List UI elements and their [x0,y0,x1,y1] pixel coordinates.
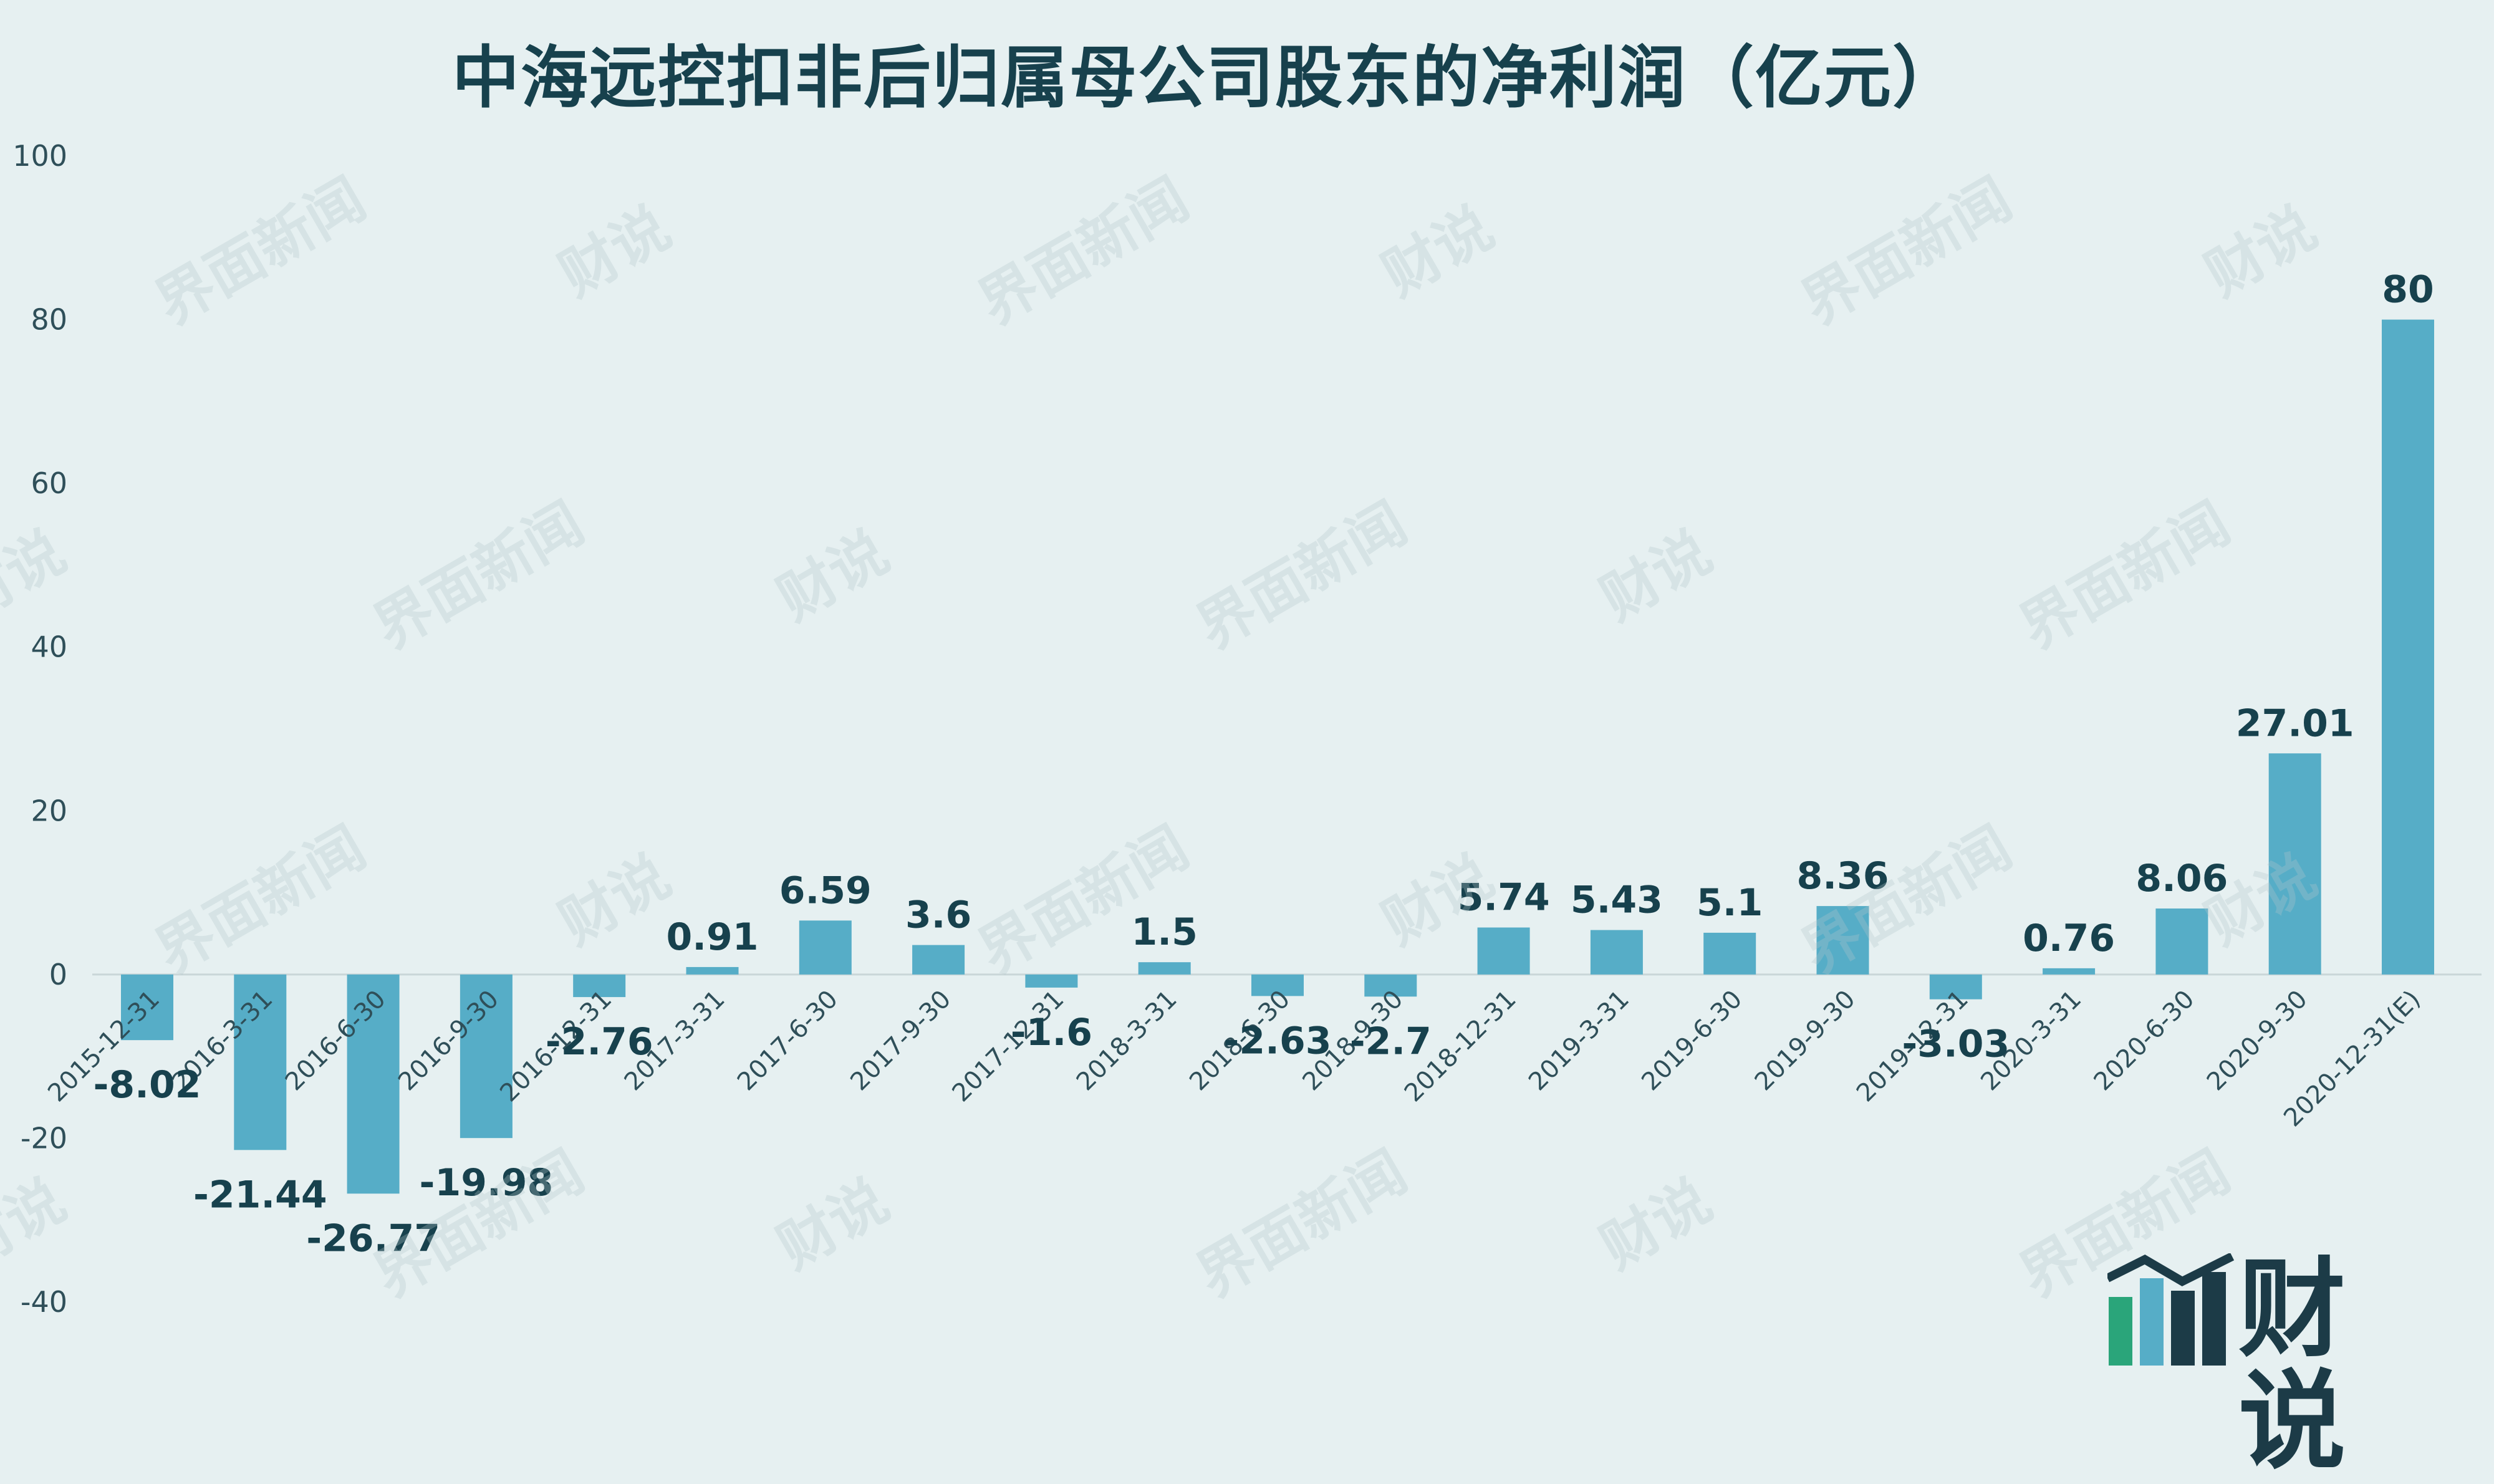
bar [234,974,287,1150]
bar [2155,908,2208,975]
x-tick-label: 2017-6-30 [732,985,844,1096]
x-tick-label: 2020-6-30 [2089,985,2200,1096]
data-label: 6.59 [779,869,872,912]
bar [460,974,513,1139]
data-label: -1.6 [1011,1011,1092,1054]
y-tick-label: 40 [31,630,67,664]
data-label: -26.77 [306,1217,440,1260]
data-label: 0.76 [2023,917,2115,960]
bar [2268,753,2321,975]
y-tick-label: 0 [49,958,67,991]
y-tick-label: -40 [21,1285,67,1319]
data-label: 5.43 [1571,879,1663,922]
data-label: -2.7 [1350,1019,1432,1063]
data-label: 8.36 [1796,854,1889,898]
chart-page: 中海远控扣非后归属母公司股东的净利润（亿元） 100 80 60 40 20 0 -20 -4… [0,39,2482,1478]
data-label: -3.03 [1902,1023,2010,1066]
bar [347,974,400,1194]
bar [912,945,965,975]
x-tick-label: 2020-9-30 [2202,985,2313,1096]
bar [799,920,852,975]
bar [1477,927,1530,975]
data-label: -21.44 [193,1173,327,1217]
data-label: 0.91 [666,915,758,959]
bar [1816,906,1869,975]
chart-title: 中海远控扣非后归属母公司股东的净利润（亿元） [451,39,1961,117]
bar [1364,974,1417,997]
data-label: 80 [2382,268,2434,312]
bar [1703,932,1756,975]
bar [121,974,173,1041]
data-label: 3.6 [905,894,971,937]
bar [1025,974,1078,988]
y-tick-label: 100 [12,139,67,173]
caishuo-logo: 财说 [2105,1252,2444,1478]
bar [686,966,739,975]
x-tick-label: 2019-9-30 [1750,985,1861,1096]
data-label: 27.01 [2236,701,2354,745]
y-tick-label: 60 [31,466,67,500]
data-label: -19.98 [420,1161,554,1205]
x-tick-label: 2019-3-31 [1523,985,1635,1096]
bar [1929,974,1982,1000]
bar [2043,968,2096,975]
logo-text: 财说 [2238,1246,2346,1484]
x-tick-label: 2019-6-30 [1636,985,1748,1096]
data-label: -8.02 [94,1063,201,1107]
bar [1590,930,1643,975]
x-tick-label: 2017-9-30 [845,985,956,1096]
data-label: 5.1 [1697,881,1763,925]
data-label: 5.74 [1458,875,1550,919]
y-tick-label: 20 [31,794,67,827]
y-tick-label: -20 [21,1121,67,1155]
y-tick-label: 80 [31,303,67,337]
bar [1251,974,1304,996]
bar [2382,319,2434,975]
bar [573,974,626,998]
data-label: 8.06 [2135,857,2228,900]
logo-bars-icon [2105,1252,2235,1366]
data-label: -2.76 [546,1020,653,1064]
data-label: -2.63 [1224,1019,1332,1062]
data-label: 1.5 [1132,910,1198,954]
bar [1138,962,1191,975]
